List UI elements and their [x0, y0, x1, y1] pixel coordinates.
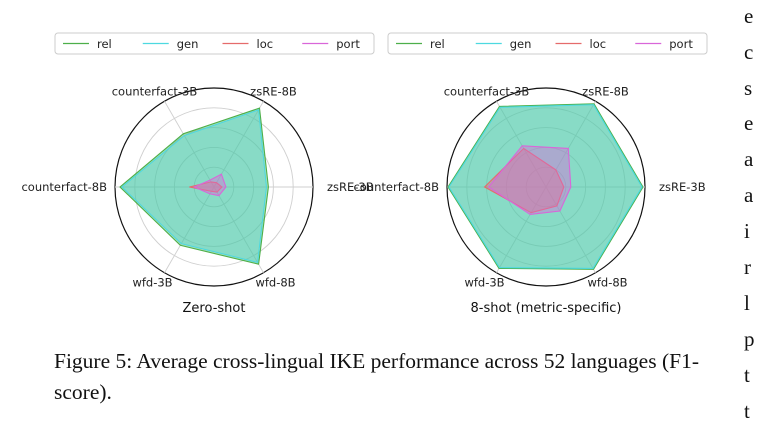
- axis-label: zsRE-8B: [582, 84, 629, 98]
- grid-spoke: [164, 101, 215, 188]
- figure-caption: Figure 5: Average cross-lingual IKE perf…: [54, 346, 709, 408]
- margin-letter: i: [744, 219, 750, 243]
- axis-label: counterfact-8B: [21, 180, 107, 194]
- axis-label: counterfact-3B: [444, 84, 530, 98]
- margin-letter: l: [744, 291, 750, 315]
- grid-spoke: [164, 186, 215, 273]
- series-rel: [447, 103, 644, 270]
- margin-letter: e: [744, 4, 754, 28]
- axis-label: counterfact-3B: [112, 84, 198, 98]
- margin-letter: a: [744, 147, 754, 171]
- legend-label-gen: gen: [177, 37, 199, 51]
- margin-letter: r: [744, 255, 751, 279]
- legend-label-port: port: [336, 37, 360, 51]
- margin-letter: p: [744, 327, 755, 351]
- grid-spoke: [545, 101, 596, 188]
- legend-label-rel: rel: [430, 37, 445, 51]
- axis-label: wfd-8B: [587, 276, 627, 290]
- legend-label-rel: rel: [97, 37, 112, 51]
- axis-label: wfd-8B: [255, 276, 295, 290]
- radar-chart-2: zsRE-3B zsRE-8B counterfact-3B counterfact-…: [353, 32, 708, 316]
- axis-label: zsRE-8B: [250, 84, 297, 98]
- margin-letter: e: [744, 111, 754, 135]
- grid-spoke: [213, 186, 264, 273]
- axis-label: counterfact-8B: [353, 180, 439, 194]
- legend-label-gen: gen: [510, 37, 532, 51]
- axis-label: zsRE-3B: [327, 180, 374, 194]
- grid-spoke: [545, 186, 596, 273]
- grid-spoke: [213, 101, 264, 188]
- chart-title: 8-shot (metric-specific): [471, 301, 622, 316]
- grid-spoke: [496, 186, 547, 273]
- margin-letter: a: [744, 183, 754, 207]
- margin-letter: t: [744, 363, 750, 387]
- series-port: [487, 145, 572, 215]
- series-port: [192, 173, 227, 197]
- legend-label-port: port: [669, 37, 693, 51]
- caption-text: Figure 5: Average cross-lingual IKE perf…: [54, 349, 699, 404]
- legend-box: [54, 32, 375, 55]
- legend-label-loc: loc: [257, 37, 274, 51]
- radar-chart-1: zsRE-3B zsRE-8B counterfact-3B counterfact-…: [21, 32, 375, 316]
- margin-letter: t: [744, 399, 750, 423]
- legend-box: [387, 32, 708, 55]
- margin-letter: s: [744, 76, 753, 100]
- series-loc: [189, 181, 223, 193]
- axis-label: wfd-3B: [132, 276, 172, 290]
- grid-spoke: [496, 101, 547, 188]
- margin-letter: c: [744, 40, 754, 64]
- chart-title: Zero-shot: [183, 301, 246, 316]
- series-gen: [448, 104, 643, 269]
- radar-figure: zsRE-3B zsRE-8B counterfact-3B counterfact-…: [21, 32, 708, 316]
- legend-label-loc: loc: [590, 37, 607, 51]
- axis-label: zsRE-3B: [659, 180, 706, 194]
- series-loc: [483, 147, 565, 214]
- axis-label: wfd-3B: [464, 276, 504, 290]
